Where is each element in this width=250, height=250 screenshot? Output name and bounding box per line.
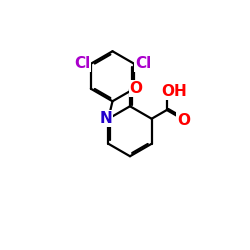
Text: O: O [177,113,190,128]
Text: OH: OH [162,84,187,99]
Text: Cl: Cl [74,56,90,71]
Text: O: O [130,81,143,96]
Text: N: N [100,111,113,126]
Text: Cl: Cl [135,56,151,71]
